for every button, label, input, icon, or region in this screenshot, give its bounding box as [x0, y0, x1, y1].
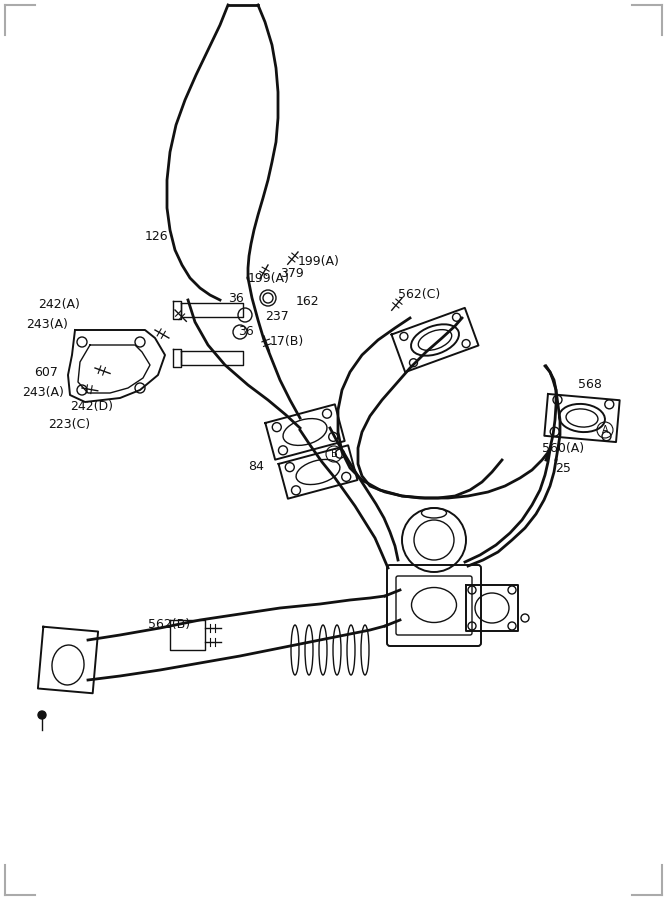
- Text: 223(C): 223(C): [48, 418, 90, 431]
- Text: 162: 162: [296, 295, 319, 308]
- Text: 17(B): 17(B): [270, 335, 304, 348]
- Text: 568: 568: [578, 378, 602, 391]
- Text: 36: 36: [238, 325, 253, 338]
- Text: B: B: [331, 449, 338, 459]
- Text: 560(A): 560(A): [542, 442, 584, 455]
- Text: 126: 126: [145, 230, 169, 243]
- Text: A: A: [602, 425, 608, 435]
- Text: 379: 379: [280, 267, 303, 280]
- Text: 199(A): 199(A): [298, 255, 340, 268]
- Circle shape: [38, 711, 46, 719]
- Text: 607: 607: [34, 366, 58, 379]
- Text: 562(B): 562(B): [148, 618, 190, 631]
- Text: 25: 25: [555, 462, 571, 475]
- Text: 199(A): 199(A): [248, 272, 290, 285]
- Text: 237: 237: [265, 310, 289, 323]
- Text: 243(A): 243(A): [22, 386, 64, 399]
- Text: 242(D): 242(D): [70, 400, 113, 413]
- Text: 84: 84: [248, 460, 264, 473]
- Text: 243(A): 243(A): [26, 318, 68, 331]
- Text: 36: 36: [228, 292, 243, 305]
- Text: 242(A): 242(A): [38, 298, 80, 311]
- Text: 562(C): 562(C): [398, 288, 440, 301]
